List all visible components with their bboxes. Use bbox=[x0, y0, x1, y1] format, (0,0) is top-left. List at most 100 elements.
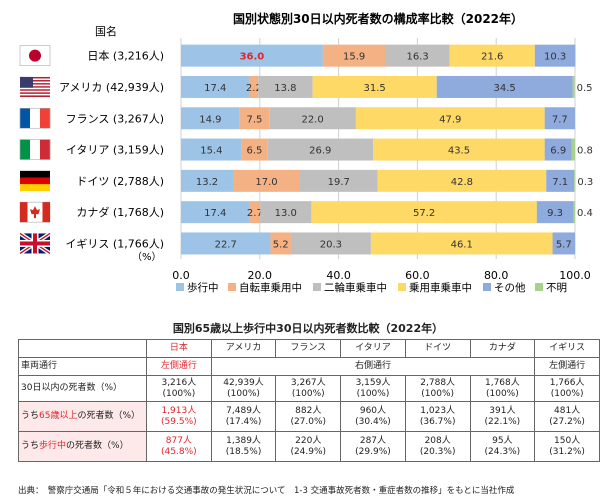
category-labels: 日本 (3,216人) アメリカ (42,939人) フランス (3,267人) イタ… bbox=[59, 49, 164, 251]
bar-segment bbox=[181, 44, 323, 67]
bar-segment bbox=[249, 201, 261, 224]
bar-segment bbox=[436, 75, 573, 98]
header-uk: イギリス bbox=[534, 339, 600, 358]
germany-flag-icon bbox=[20, 170, 50, 192]
france-flag-icon bbox=[19, 107, 51, 129]
category-label: ドイツ (2,788人) bbox=[76, 175, 164, 188]
data-label: 19.7 bbox=[328, 177, 350, 188]
x-tick-label: 80.0 bbox=[484, 269, 509, 282]
category-label: 日本 (3,216人) bbox=[87, 49, 164, 63]
data-label: 17.4 bbox=[204, 208, 226, 219]
legend-swatch bbox=[176, 283, 184, 291]
bar-segment bbox=[449, 44, 535, 67]
cell-uk: 481人 (27.2%) bbox=[534, 401, 600, 432]
cell-canada: 1,768人 (100%) bbox=[469, 375, 536, 402]
legend-swatch bbox=[228, 283, 236, 291]
bar-segment bbox=[299, 169, 378, 192]
bar-segment bbox=[241, 138, 268, 161]
legend-label: 乗用車乗車中 bbox=[409, 281, 472, 294]
bar-segment bbox=[267, 138, 374, 161]
cell-usa: 1,389人 (18.5%) bbox=[210, 431, 277, 462]
legend-label: 歩行中 bbox=[187, 281, 219, 294]
pedestrian-deaths-table: 日本 アメリカ フランス イタリア ドイツ カナダ イギリス 車両通行 左側通行… bbox=[18, 339, 600, 462]
data-label: 7.7 bbox=[552, 114, 568, 125]
cell-canada: 95人 (24.3%) bbox=[469, 431, 536, 462]
data-label: 0.5 bbox=[577, 83, 593, 94]
bar-segment bbox=[552, 232, 575, 255]
data-label: 34.5 bbox=[494, 83, 516, 94]
bar-segment bbox=[572, 75, 575, 98]
data-label: 10.3 bbox=[544, 52, 566, 63]
traffic-row: 車両通行 左側通行 右側通行 左側通行 bbox=[18, 357, 600, 376]
legend: 歩行中 自転車乗用中 二輪車乗車中 乗用車乗車中 その他 不明 bbox=[176, 281, 567, 294]
row-label-total: 30日以内の死者数（%） bbox=[18, 375, 147, 402]
legend-label: その他 bbox=[494, 281, 526, 294]
italy-flag-icon bbox=[19, 139, 51, 160]
table-header-row: 日本 アメリカ フランス イタリア ドイツ カナダ イギリス bbox=[18, 339, 600, 358]
data-label: 16.3 bbox=[406, 52, 428, 63]
x-tick-label: 0.0 bbox=[172, 269, 190, 282]
cell-italy: 960人 (30.4%) bbox=[340, 401, 406, 432]
data-label: 9.3 bbox=[547, 208, 563, 219]
category-label: イタリア (3,159人) bbox=[66, 144, 164, 157]
source-note: 出典： 警察庁交通局「令和５年における交通事故の発生状況について 1-3 交通事… bbox=[18, 486, 515, 496]
bar-segment bbox=[571, 138, 575, 161]
bar-segment bbox=[258, 75, 313, 98]
data-label: 5.7 bbox=[556, 239, 572, 250]
data-label: 5.2 bbox=[273, 239, 289, 250]
data-label: 7.5 bbox=[247, 114, 263, 125]
data-label: 57.2 bbox=[413, 208, 435, 219]
bar-segment bbox=[534, 44, 576, 67]
data-label: 2.2 bbox=[246, 83, 262, 94]
cell-japan: 1,913人 (59.5%) bbox=[146, 401, 212, 432]
data-label: 0.3 bbox=[577, 177, 593, 188]
data-label: 36.0 bbox=[240, 52, 265, 63]
cell-italy: 3,159人 (100%) bbox=[340, 375, 406, 402]
data-label: 2.7 bbox=[247, 208, 263, 219]
header-japan: 日本 bbox=[146, 339, 212, 358]
flags-group bbox=[18, 45, 52, 256]
bar-segment bbox=[270, 232, 291, 255]
x-tick-label: 100.0 bbox=[559, 269, 591, 282]
table-row: うち65歳以上の死者数（%） 1,913人 (59.5%) 7,489人 (17.4… bbox=[18, 401, 600, 432]
legend-item: 不明 bbox=[535, 282, 567, 294]
bar-segment bbox=[181, 169, 234, 192]
x-tick-label: 40.0 bbox=[326, 269, 351, 282]
data-label: 26.9 bbox=[309, 146, 331, 157]
legend-swatch bbox=[483, 283, 491, 291]
data-label: 47.9 bbox=[439, 114, 461, 125]
bar-segment bbox=[181, 75, 250, 98]
bar-segment bbox=[181, 107, 240, 130]
country-header: 国名 bbox=[95, 24, 117, 38]
table-row: うち歩行中の死者数（%） 877人 (45.8%) 1,389人 (18.5%) 2… bbox=[18, 431, 600, 462]
cell-germany: 208人 (20.3%) bbox=[404, 431, 471, 462]
legend-label: 自転車乗用中 bbox=[239, 281, 302, 294]
data-label: 15.9 bbox=[343, 52, 365, 63]
cell-usa: 42,939人 (100%) bbox=[210, 375, 277, 402]
data-label: 6.5 bbox=[247, 146, 263, 157]
cell-germany: 2,788人 (100%) bbox=[404, 375, 471, 402]
data-label: 17.4 bbox=[204, 83, 226, 94]
bar-segment bbox=[385, 44, 450, 67]
bar-segment bbox=[544, 138, 572, 161]
x-tick-label: 60.0 bbox=[405, 269, 430, 282]
data-label: 20.3 bbox=[320, 239, 342, 250]
legend-swatch bbox=[313, 283, 321, 291]
legend-item: 歩行中 bbox=[176, 281, 219, 294]
bar-segment bbox=[260, 201, 312, 224]
bar-segment bbox=[181, 232, 271, 255]
chart-title: 国別状態別30日以内死者数の構成率比較（2022年） bbox=[233, 11, 523, 26]
bar-segment bbox=[249, 75, 259, 98]
traffic-label: 車両通行 bbox=[18, 357, 147, 376]
traffic-others: 右側通行 bbox=[210, 357, 536, 376]
bar-segment bbox=[239, 107, 270, 130]
bar-segment bbox=[312, 75, 437, 98]
x-tick-label: 20.0 bbox=[248, 269, 273, 282]
cell-japan: 877人 (45.8%) bbox=[146, 431, 212, 462]
row-label-65plus: うち65歳以上の死者数（%） bbox=[18, 401, 147, 432]
bar-segment bbox=[233, 169, 300, 192]
data-label: 7.1 bbox=[552, 177, 568, 188]
cell-france: 3,267人 (100%) bbox=[275, 375, 342, 402]
header-usa: アメリカ bbox=[210, 339, 277, 358]
uk-flag-icon bbox=[18, 231, 52, 256]
